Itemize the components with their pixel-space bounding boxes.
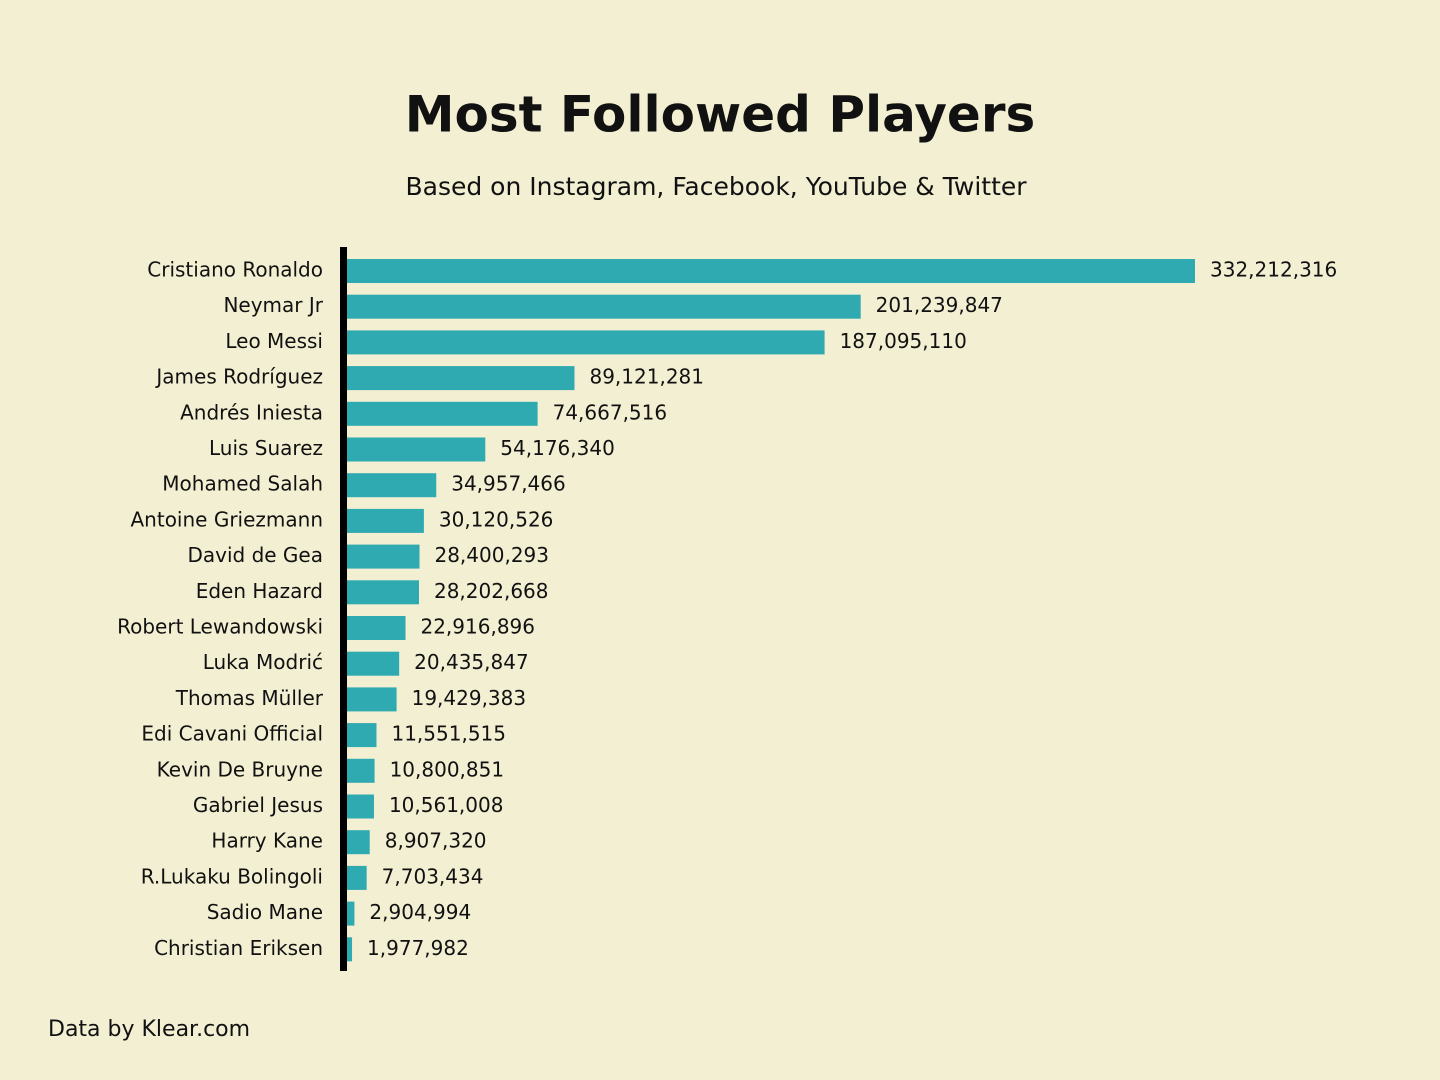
category-label: Harry Kane — [211, 829, 323, 853]
bar — [347, 544, 420, 569]
category-label: Sadio Mane — [207, 900, 323, 924]
category-label: Kevin De Bruyne — [157, 757, 323, 781]
bar — [347, 437, 486, 462]
bar — [347, 508, 424, 533]
value-label: 1,977,982 — [367, 936, 469, 960]
bar — [347, 937, 353, 962]
bar — [347, 758, 375, 783]
value-label: 8,907,320 — [385, 829, 487, 853]
category-label: Gabriel Jesus — [193, 793, 323, 817]
axis-line — [340, 247, 347, 971]
bar — [347, 473, 437, 498]
bar — [347, 901, 355, 926]
bar — [347, 687, 397, 712]
value-label: 22,916,896 — [420, 615, 535, 639]
category-label: Leo Messi — [225, 329, 323, 353]
bar — [347, 723, 377, 748]
category-label: Luis Suarez — [209, 436, 323, 460]
bar — [347, 294, 861, 319]
value-label: 187,095,110 — [840, 329, 967, 353]
bar — [347, 259, 1195, 283]
category-label: David de Gea — [187, 543, 323, 567]
value-label: 332,212,316 — [1210, 258, 1337, 282]
source: Data by Klear.com — [48, 1017, 250, 1042]
value-label: 10,800,851 — [390, 757, 505, 781]
value-label: 54,176,340 — [500, 436, 615, 460]
value-label: 74,667,516 — [553, 400, 668, 424]
value-label: 7,703,434 — [382, 864, 484, 888]
bar — [347, 616, 406, 640]
bar — [347, 830, 370, 855]
value-label: 89,121,281 — [589, 365, 704, 389]
value-label: 19,429,383 — [412, 686, 527, 710]
bar — [347, 401, 538, 426]
value-label: 10,561,008 — [389, 793, 504, 817]
bar — [347, 330, 825, 355]
category-label: James Rodríguez — [154, 365, 323, 389]
bar — [347, 366, 575, 391]
bar — [347, 794, 374, 819]
chart-title: Most Followed Players — [405, 86, 1036, 144]
category-label: Luka Modrić — [203, 650, 323, 674]
category-label: Christian Eriksen — [154, 936, 323, 960]
value-label: 30,120,526 — [439, 507, 554, 531]
value-label: 28,202,668 — [434, 579, 549, 603]
category-label: R.Lukaku Bolingoli — [141, 864, 323, 888]
bar — [347, 865, 367, 890]
value-label: 11,551,515 — [391, 722, 506, 746]
category-label: Cristiano Ronaldo — [147, 258, 323, 282]
category-label: Robert Lewandowski — [117, 615, 323, 639]
category-label: Eden Hazard — [196, 579, 323, 603]
bar — [347, 580, 419, 605]
chart-subtitle: Based on Instagram, Facebook, YouTube & … — [405, 172, 1027, 201]
category-label: Antoine Griezmann — [131, 507, 324, 531]
category-label: Andrés Iniesta — [180, 400, 323, 424]
value-label: 28,400,293 — [434, 543, 549, 567]
value-label: 2,904,994 — [369, 900, 471, 924]
value-label: 201,239,847 — [876, 293, 1003, 317]
bar — [347, 651, 400, 676]
category-label: Edi Cavani Official — [141, 722, 323, 746]
value-label: 20,435,847 — [414, 650, 529, 674]
value-label: 34,957,466 — [451, 472, 566, 496]
category-label: Neymar Jr — [223, 293, 323, 317]
category-label: Thomas Müller — [175, 686, 324, 710]
category-label: Mohamed Salah — [162, 472, 323, 496]
